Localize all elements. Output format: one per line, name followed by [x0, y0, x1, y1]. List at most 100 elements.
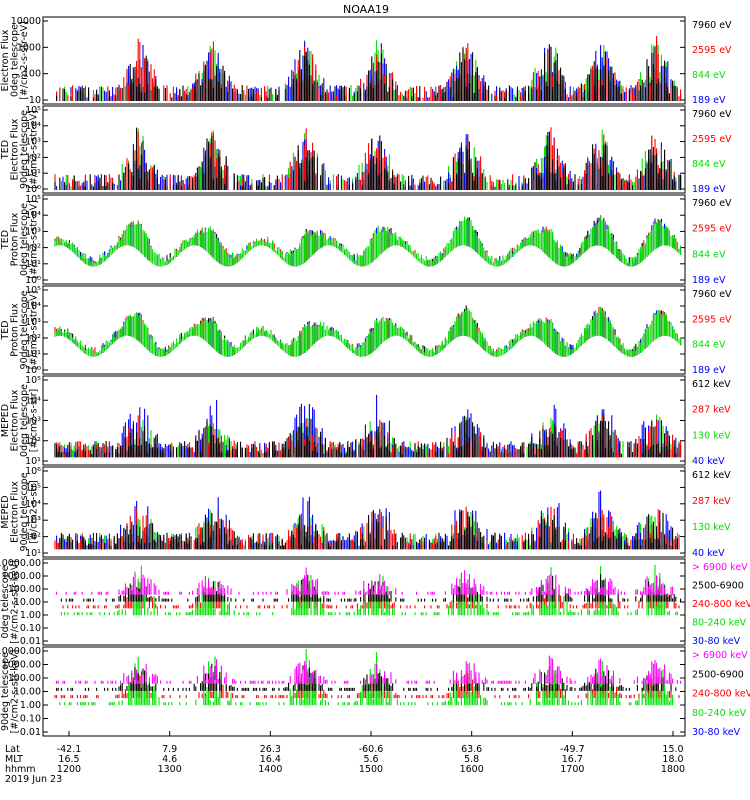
x-tick-label: 63.6 — [461, 744, 482, 755]
series-trace — [54, 216, 682, 267]
legend-entry: 844 eV — [692, 340, 726, 351]
x-label-mlt: MLT — [5, 754, 23, 765]
x-tick-label: 18.0 — [662, 754, 683, 765]
y-axis-label: 0deg telescope — [19, 384, 30, 457]
legend-entry: 2595 eV — [692, 224, 732, 235]
y-tick-label: 1000.00 — [2, 660, 41, 671]
y-axis-label: [#/cm2-s-str-eV] — [29, 110, 40, 189]
legend-entry: 130 keV — [692, 522, 731, 533]
y-tick-label: 10⁴ — [25, 121, 41, 132]
y-tick-label: 10¹ — [25, 259, 41, 270]
legend-entry: 7960 eV — [692, 109, 732, 120]
x-tick-label: 1800 — [661, 764, 685, 775]
y-tick-label: 10² — [25, 436, 41, 447]
x-tick-label: 15.0 — [662, 744, 683, 755]
y-axis-label: TED — [0, 230, 11, 250]
series-trace — [56, 663, 677, 691]
y-axis-label: [#/cm2-s-str-keV] — [10, 560, 21, 644]
series-trace — [59, 649, 674, 706]
y-tick-label: 10³ — [25, 317, 41, 328]
y-tick-label: 10² — [25, 333, 41, 344]
panel-frame — [42, 194, 686, 285]
series-trace — [54, 306, 682, 357]
y-tick-label: 1000 — [17, 42, 41, 53]
legend-entry: > 6900 keV — [692, 562, 748, 573]
legend-entry: 844 eV — [692, 249, 726, 260]
legend-entry: 287 keV — [692, 405, 731, 416]
legend-entry: > 6900 keV — [692, 650, 748, 661]
y-tick-label: 10.00 — [14, 687, 41, 698]
y-tick-label: 10000.00 — [0, 558, 41, 569]
y-axis-label: Electron Flux — [10, 118, 21, 180]
x-label-hhmm: hhmm — [5, 764, 36, 775]
x-tick-label: -60.6 — [359, 744, 384, 755]
y-axis-label: Electron Flux — [10, 481, 21, 543]
series-trace — [54, 307, 682, 357]
y-axis-label: 90deg telescope — [19, 472, 30, 551]
y-tick-label: 0.01 — [20, 727, 41, 738]
y-tick-label: 10¹ — [25, 168, 41, 179]
y-tick-label: 10² — [25, 532, 41, 543]
x-tick-label: 26.3 — [260, 744, 281, 755]
y-tick-label: 10⁰ — [25, 275, 41, 286]
legend-entry: 2500-6900 — [692, 581, 744, 592]
date-label: 2019 Jun 23 — [5, 774, 62, 785]
series-trace — [57, 309, 682, 357]
y-tick-label: 10³ — [25, 137, 41, 148]
y-tick-label: 10⁵ — [25, 482, 41, 493]
series-trace — [54, 217, 682, 267]
y-tick-label: 10⁵ — [25, 105, 41, 116]
series-trace — [54, 506, 680, 550]
x-label-lat: Lat — [5, 744, 20, 755]
y-tick-label: 100.00 — [8, 584, 41, 595]
legend-entry: 7960 eV — [692, 20, 732, 31]
y-tick-label: 0.10 — [20, 714, 41, 725]
y-tick-label: 1.00 — [20, 700, 41, 711]
panel-7: 0.01 0.10 1.00 10.00 100.00 1000.00 10000.000d… — [0, 558, 750, 647]
y-tick-label: 1.00 — [20, 610, 41, 621]
y-axis-label: 90deg telescope — [19, 290, 30, 369]
series-trace — [56, 567, 674, 595]
y-axis-label: [#/cm2-s-str-keV] — [10, 650, 21, 734]
y-axis-label: [#/cm2-s-str] — [29, 480, 40, 543]
legend-entry: 130 keV — [692, 430, 731, 441]
legend-entry: 80-240 keV — [692, 618, 747, 629]
y-tick-label: 10000.00 — [0, 646, 41, 657]
panel-frame — [42, 16, 686, 105]
legend-entry: 240-800 keV — [692, 689, 750, 700]
series-trace — [56, 44, 677, 101]
panel-frame — [42, 285, 686, 375]
x-tick-label: 1600 — [460, 764, 484, 775]
legend-entry: 240-800 keV — [692, 599, 750, 610]
x-tick-label: 5.8 — [464, 754, 479, 765]
y-axis-label: 0deg telescope — [10, 24, 21, 97]
y-axis-label: 90deg telescope — [0, 652, 11, 731]
y-tick-label: 10⁰ — [25, 365, 41, 376]
legend-entry: 287 keV — [692, 496, 731, 507]
y-tick-label: 10⁴ — [25, 210, 41, 221]
chart-title: NOAA19 — [343, 3, 389, 16]
y-axis-label: [#/cm2-s-str-eV] — [29, 291, 40, 370]
legend-entry: 80-240 keV — [692, 708, 747, 719]
y-tick-label: 0.10 — [20, 623, 41, 634]
y-axis-label: [#/cm2-s-str-eV] — [29, 200, 40, 279]
y-tick-label: 10.00 — [14, 597, 41, 608]
x-tick-label: 1300 — [158, 764, 182, 775]
legend-entry: 2595 eV — [692, 45, 732, 56]
y-axis-label: 90deg telescope — [19, 110, 30, 189]
legend-entry: 189 eV — [692, 184, 726, 195]
y-tick-label: 100 — [23, 69, 41, 80]
x-tick-label: 7.9 — [162, 744, 177, 755]
y-axis-label: [#/cm2-s-str] — [29, 389, 40, 452]
legend-entry: 189 eV — [692, 95, 726, 106]
series-trace — [54, 414, 680, 458]
y-tick-label: 10⁴ — [25, 301, 41, 312]
x-tick-label: 16.4 — [260, 754, 281, 765]
legend-entry: 40 keV — [692, 548, 725, 559]
y-axis-label: 0deg telescope — [19, 203, 30, 276]
x-tick-label: 16.5 — [58, 754, 79, 765]
